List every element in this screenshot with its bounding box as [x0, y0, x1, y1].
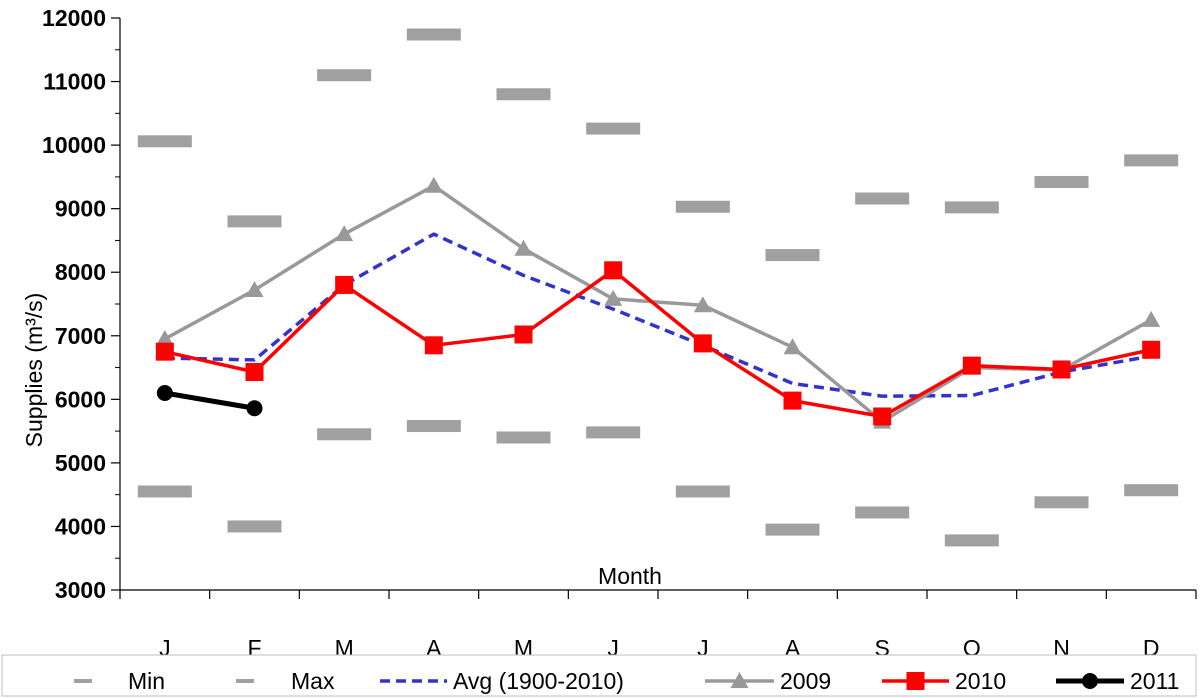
- series-2009-point: [335, 225, 354, 242]
- y-tick-label: 7000: [55, 323, 106, 349]
- y-axis-label: Supplies (m³/s): [21, 293, 47, 448]
- series-2011: [156, 384, 263, 417]
- series-max-marker: [675, 200, 730, 213]
- legend-2009-label: 2009: [780, 668, 831, 694]
- series-2011-point: [246, 400, 263, 417]
- series-2009-point: [1142, 310, 1161, 327]
- x-tick-label: J: [697, 635, 709, 661]
- legend-2009-marker: [730, 672, 749, 688]
- series-2009-point: [514, 239, 533, 256]
- series-max-marker: [406, 28, 461, 41]
- legend-min-label: Min: [128, 668, 165, 694]
- series-max-marker: [586, 122, 641, 135]
- series-2010-point: [335, 275, 354, 294]
- legend-avg-1900-2010-label: Avg (1900-2010): [453, 668, 624, 694]
- legend-min-swatch: [74, 679, 92, 683]
- y-tick-label: 6000: [55, 386, 106, 412]
- legend-2011-marker: [1082, 673, 1098, 689]
- series-2010-point: [693, 334, 712, 353]
- legend-2010-label: 2010: [955, 668, 1006, 694]
- x-tick-label: J: [607, 635, 619, 661]
- x-tick-label: J: [159, 635, 171, 661]
- y-tick-label: 11000: [43, 69, 106, 95]
- series-min-marker: [406, 420, 461, 433]
- series-max-marker: [496, 88, 551, 101]
- y-tick-label: 10000: [42, 132, 106, 158]
- legend: Min Max Avg (1900-2010) 2009 2010 2011: [1, 654, 1197, 697]
- series-max-marker: [317, 69, 372, 82]
- series-max-marker: [944, 201, 999, 214]
- series-2010-point: [783, 391, 802, 410]
- series-min-marker: [765, 523, 820, 536]
- series-min-marker: [137, 485, 192, 498]
- series-2009-point: [604, 289, 623, 306]
- series-2010-point: [873, 407, 892, 426]
- series-avg-1900-2010-line: [164, 232, 1152, 398]
- series-min-marker: [317, 428, 372, 441]
- series-min-marker: [1124, 484, 1179, 497]
- series-2010-point: [1052, 360, 1071, 379]
- series-min-marker: [227, 520, 282, 533]
- series-min-marker: [855, 506, 910, 519]
- series-2010-point: [604, 261, 623, 280]
- legend-max-swatch: [236, 679, 254, 683]
- legend-2011-label: 2011: [1130, 668, 1179, 694]
- series-max-marker: [1124, 154, 1179, 167]
- series-2011-line: [164, 390, 255, 411]
- series-layer: [137, 28, 1179, 547]
- y-tick-label: 4000: [55, 513, 106, 539]
- series-2010-point: [1142, 340, 1161, 359]
- series-2011-point: [156, 384, 173, 401]
- series-2009-point: [155, 329, 174, 346]
- y-tick-label: 5000: [55, 450, 106, 476]
- series-2009-point: [693, 296, 712, 313]
- series-2009-point: [245, 281, 264, 298]
- series-2010-line: [164, 268, 1152, 419]
- series-2010-point: [424, 336, 443, 355]
- series-max-marker: [765, 249, 820, 262]
- series-min-marker: [496, 431, 551, 444]
- series-2009-point: [424, 176, 443, 193]
- series-2010-point: [514, 325, 533, 344]
- series-max-marker: [855, 192, 910, 205]
- y-tick-label: 12000: [42, 5, 106, 31]
- y-tick-label: 9000: [55, 196, 106, 222]
- legend-max-label: Max: [291, 668, 335, 694]
- series-min-marker: [586, 426, 641, 439]
- legend-box: [1, 654, 1197, 697]
- series-max-marker: [137, 135, 192, 148]
- series-max-marker: [227, 215, 282, 228]
- series-2010-point: [155, 342, 174, 361]
- series-min-marker: [1034, 496, 1089, 509]
- y-tick-label: 3000: [55, 577, 106, 603]
- series-max: [137, 28, 1179, 262]
- legend-2010-marker: [906, 672, 925, 690]
- series-min-marker: [944, 534, 999, 547]
- x-axis-label: Month: [598, 563, 662, 589]
- series-2009: [155, 176, 1161, 429]
- y-tick-label: 8000: [55, 259, 106, 285]
- series-max-marker: [1034, 175, 1089, 188]
- series-2010-point: [962, 356, 981, 375]
- series-min-marker: [675, 485, 730, 498]
- series-2009-line: [163, 184, 1153, 424]
- series-2009-point: [783, 338, 802, 355]
- series-min: [137, 420, 1179, 547]
- series-avg-1900-2010: [164, 232, 1152, 398]
- series-2010: [155, 261, 1161, 426]
- series-2010-point: [245, 363, 264, 382]
